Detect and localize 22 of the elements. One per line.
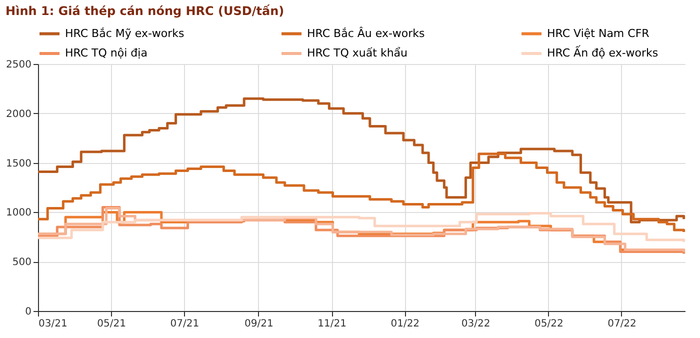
- legend-label: HRC TQ xuất khẩu: [307, 46, 408, 60]
- x-tick-label: 03/21: [38, 318, 68, 330]
- legend-label: HRC Ấn độ ex-works: [547, 44, 658, 60]
- y-tick-label: 2500: [6, 60, 32, 70]
- y-tick-label: 0: [25, 306, 32, 318]
- x-tick-label: 03/22: [461, 318, 490, 330]
- legend-label: HRC Việt Nam CFR: [547, 26, 650, 40]
- x-tick-label: 07/21: [170, 318, 200, 330]
- legend-label: HRC TQ nội địa: [65, 46, 148, 60]
- y-tick-label: 2000: [6, 108, 32, 120]
- x-tick-label: 07/22: [608, 318, 636, 330]
- chart-title: Hình 1: Giá thép cán nóng HRC (USD/tấn): [6, 4, 284, 18]
- legend-label: HRC Bắc Âu ex-works: [307, 26, 426, 40]
- y-tick-label: 1500: [6, 158, 32, 170]
- legend-label: HRC Bắc Mỹ ex-works: [65, 26, 185, 40]
- x-tick-label: 11/21: [318, 318, 346, 330]
- y-tick-label: 1000: [6, 208, 32, 219]
- x-tick-label: 05/21: [97, 318, 126, 330]
- x-tick-label: 05/22: [534, 318, 564, 330]
- y-tick-label: 500: [12, 257, 32, 268]
- x-tick-label: 01/22: [390, 318, 420, 330]
- x-tick-label: 09/21: [244, 318, 274, 330]
